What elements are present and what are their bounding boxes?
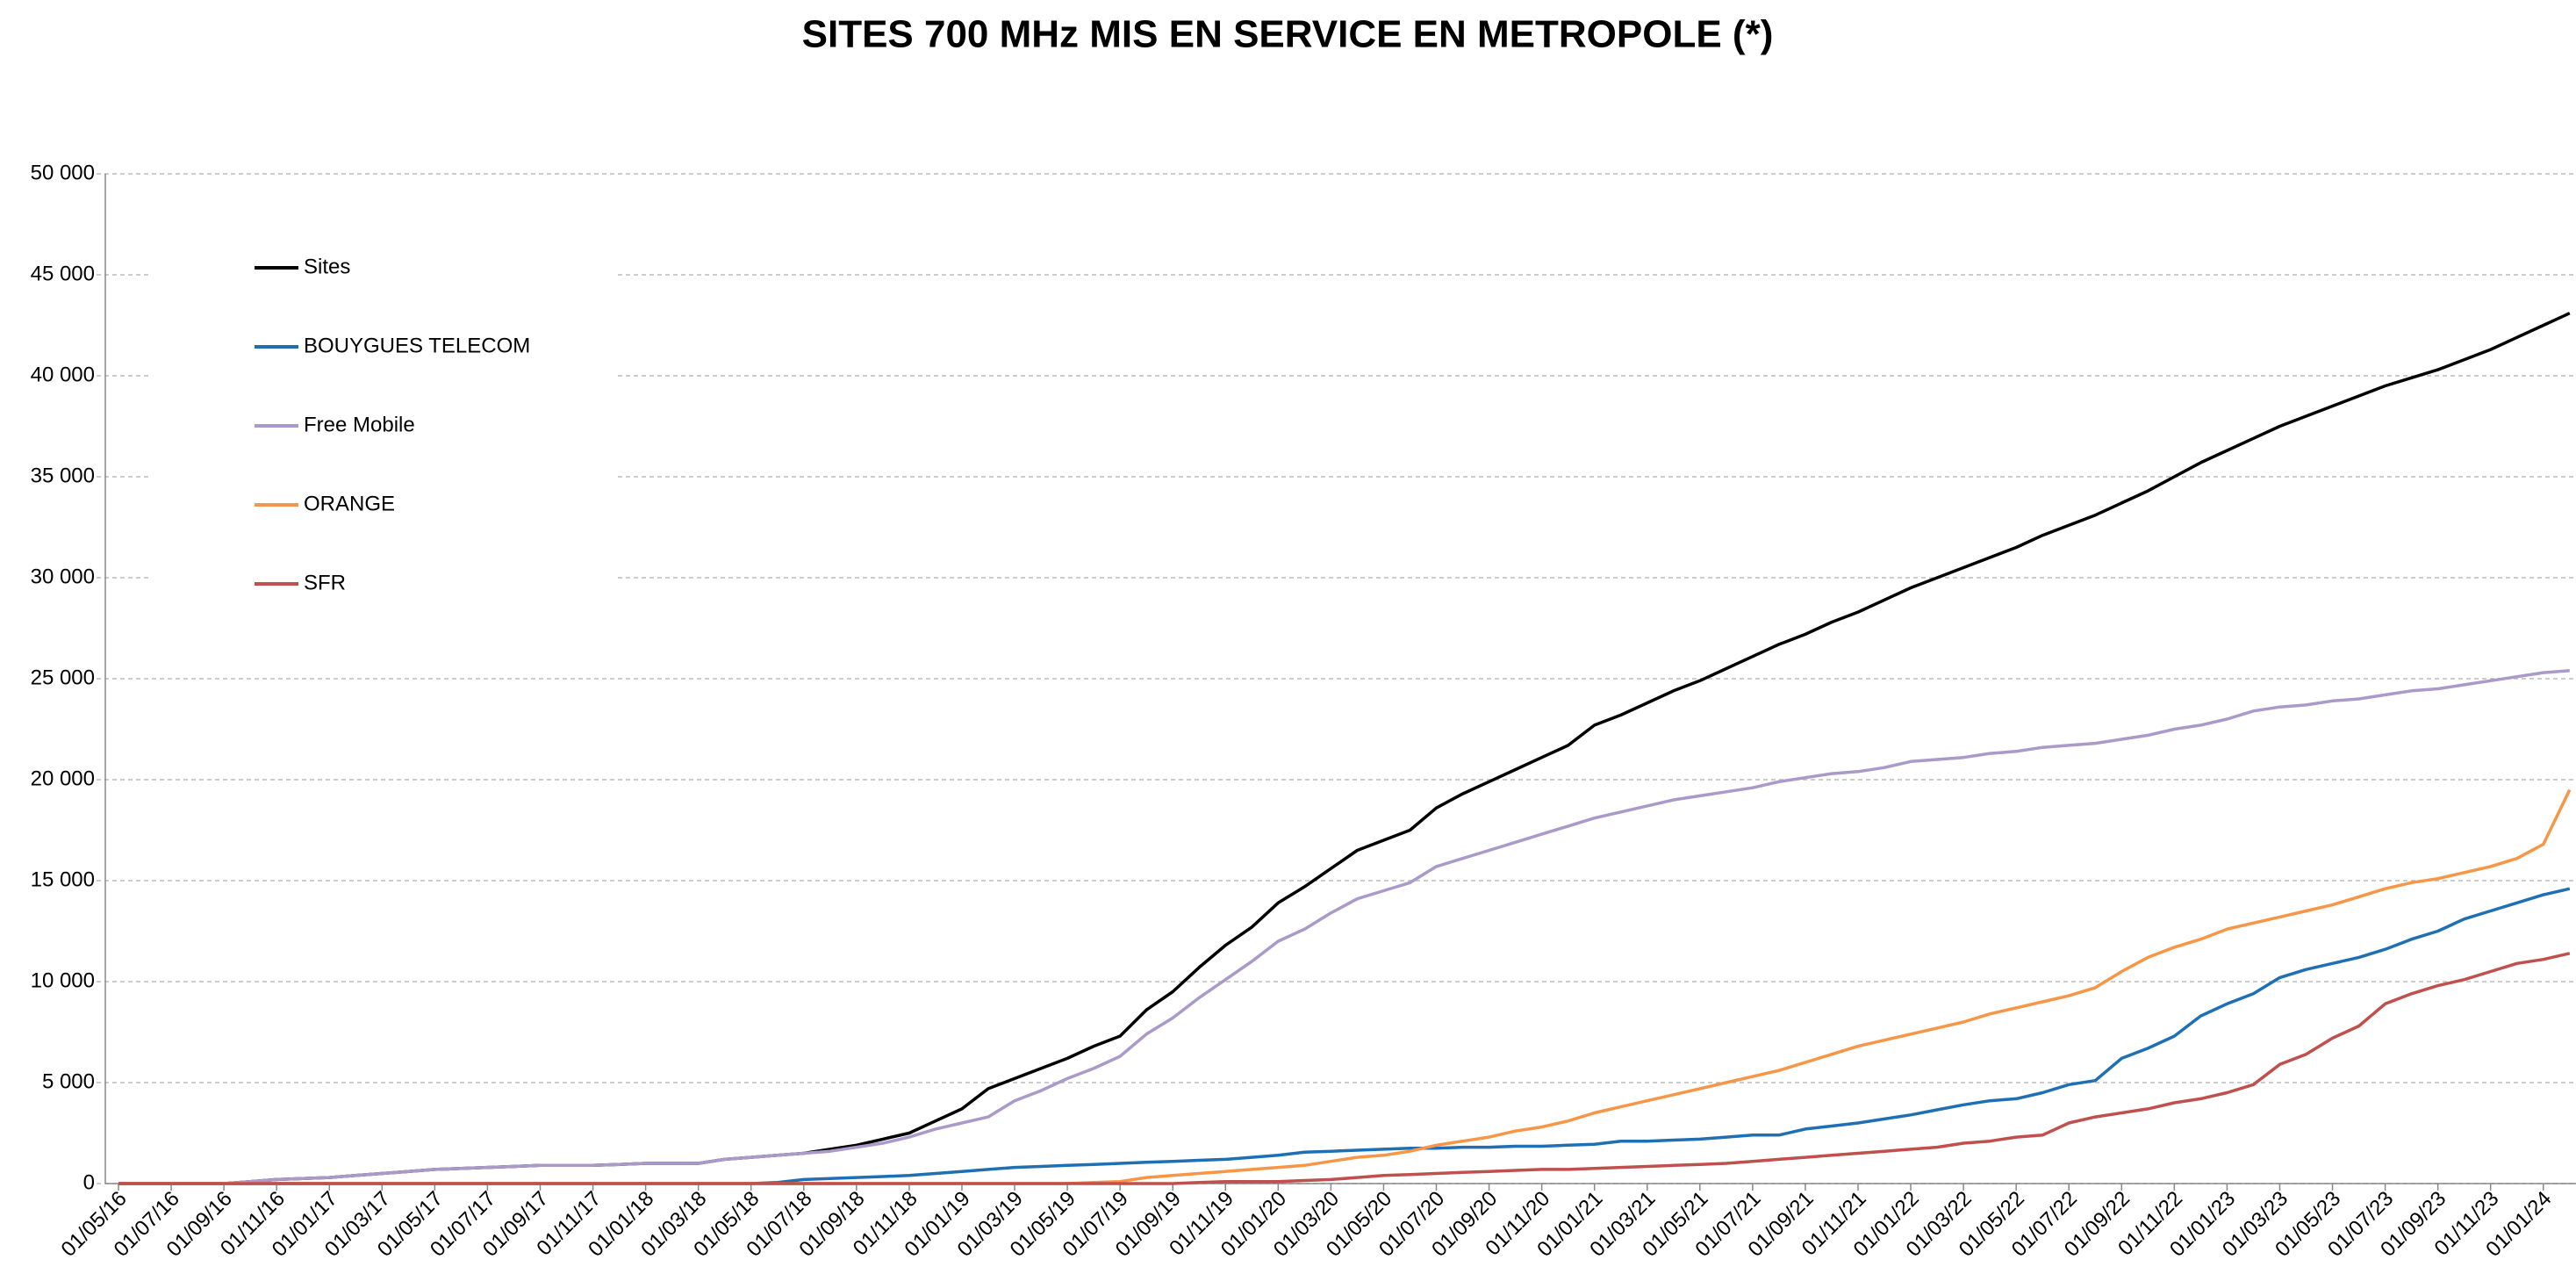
y-tick-label: 40 000 [31,363,95,386]
chart-title: SITES 700 MHz MIS EN SERVICE EN METROPOL… [802,13,1774,56]
y-tick-label: 45 000 [31,262,95,285]
y-tick-label: 5 000 [42,1069,95,1093]
legend-label: BOUYGUES TELECOM [304,334,530,357]
legend-label: ORANGE [304,492,395,515]
legend-box [149,213,614,624]
legend-label: SFR [304,571,346,594]
y-tick-label: 0 [83,1170,95,1194]
y-tick-label: 50 000 [31,161,95,184]
y-tick-label: 25 000 [31,666,95,689]
y-tick-label: 15 000 [31,867,95,891]
series-line [118,788,2572,1185]
series-line [118,952,2571,1185]
y-tick-label: 35 000 [31,464,95,487]
y-tick-label: 20 000 [31,767,95,790]
legend-label: Free Mobile [304,413,415,436]
y-tick-label: 30 000 [31,565,95,588]
y-tick-label: 10 000 [31,968,95,992]
series-line [118,669,2570,1185]
legend-label: Sites [304,255,350,278]
series-line [118,887,2571,1185]
